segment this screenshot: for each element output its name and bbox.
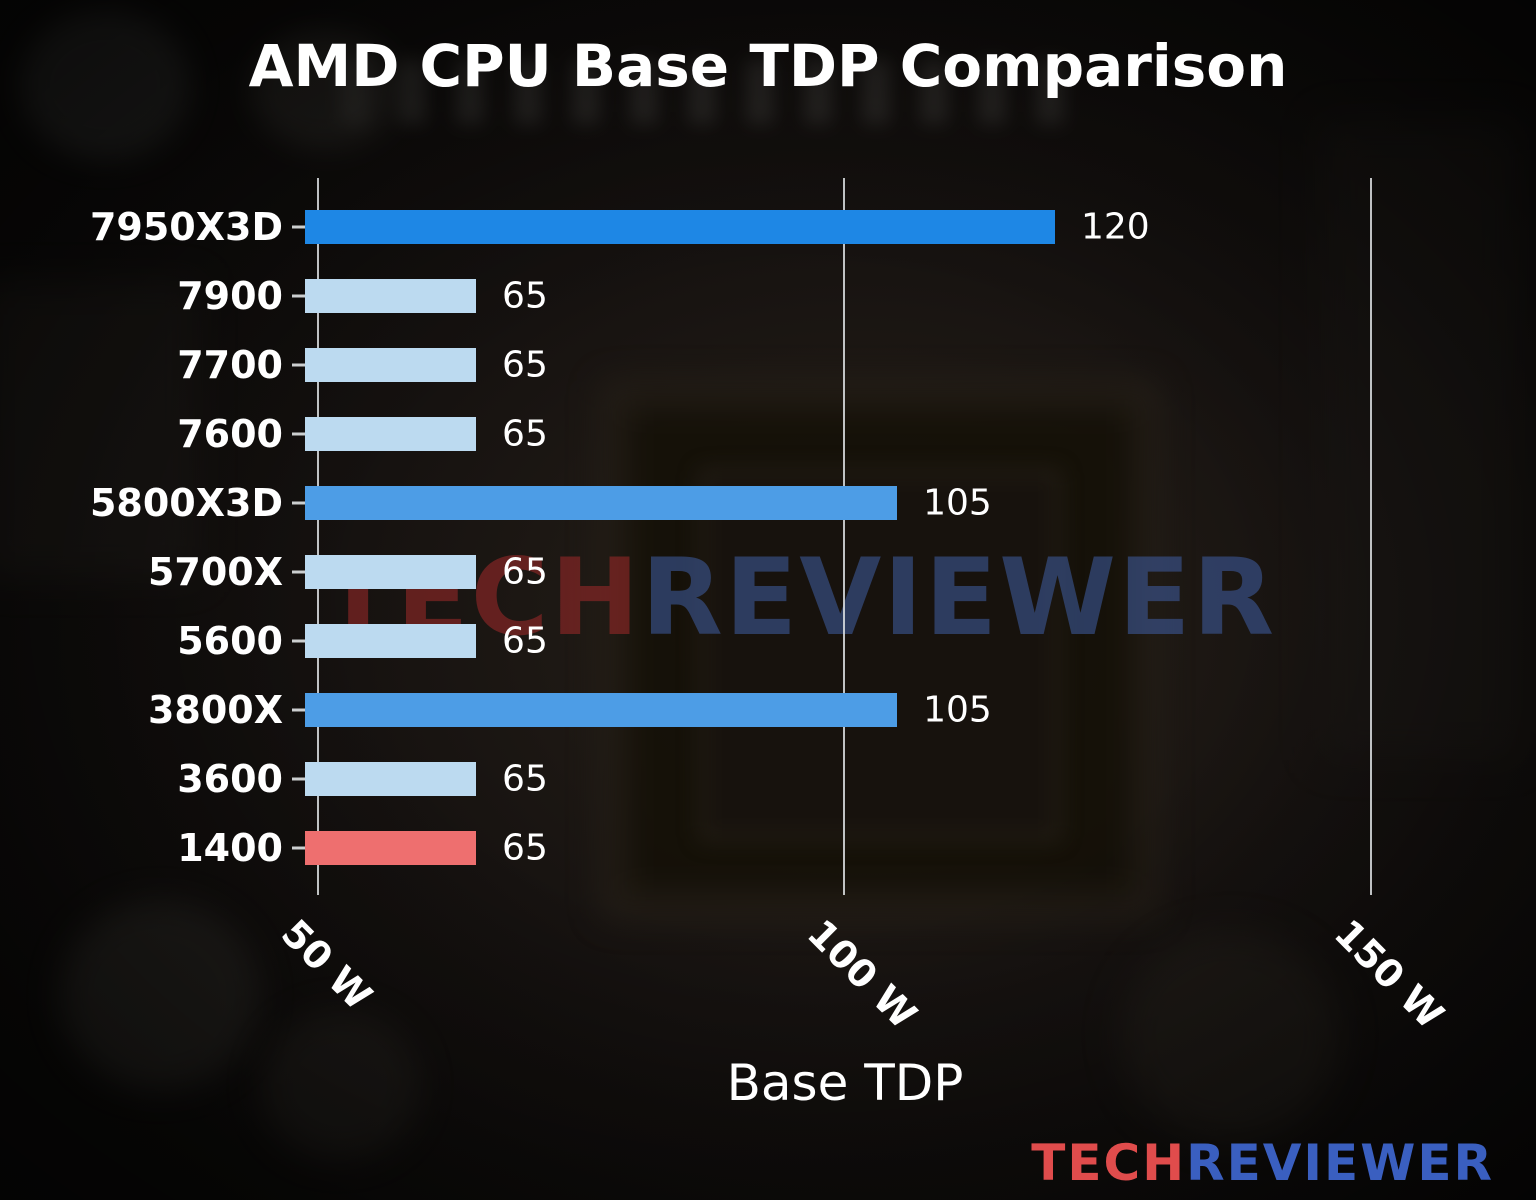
bar-7700: [305, 347, 477, 382]
bar-7900: [305, 278, 477, 313]
y-tick-mark: [292, 294, 305, 297]
watermark-reviewer: REVIEWER: [641, 536, 1277, 659]
brand-logo-reviewer: REVIEWER: [1186, 1134, 1494, 1192]
x-tick-label: 100 W: [799, 911, 926, 1038]
gridline: [317, 178, 320, 895]
x-tick-labels-layer: 50 W 100 W 150 W: [273, 895, 1455, 1055]
y-tick-mark: [292, 432, 305, 435]
category-label: 3600: [177, 756, 283, 801]
y-tick-mark: [292, 639, 305, 642]
category-label: 5700X: [147, 549, 283, 594]
value-label: 120: [1081, 206, 1150, 247]
value-label: 65: [502, 827, 548, 868]
bar-5600: [305, 623, 477, 658]
chart-row: 7900 65: [177, 261, 1455, 330]
bar-7950x3d: [305, 209, 1055, 244]
brand-logo-tech: TECH: [1031, 1134, 1187, 1192]
value-label: 65: [502, 413, 548, 454]
chart-row: 5600 65: [177, 606, 1455, 675]
x-axis-label: Base TDP: [726, 1054, 964, 1112]
chart-row: 3800X 105: [148, 675, 1455, 744]
gridlines-layer: [305, 178, 1455, 895]
chart-row: 7700 65: [177, 330, 1455, 399]
category-label: 7600: [177, 411, 283, 456]
bar-7600: [305, 416, 477, 451]
y-tick-mark: [292, 846, 305, 849]
chart-row: 1400 65: [177, 813, 1455, 882]
y-tick-mark: [292, 501, 305, 504]
category-label: 5800X3D: [89, 480, 283, 525]
value-label: 65: [502, 344, 548, 385]
y-tick-mark: [292, 570, 305, 573]
category-label: 1400: [177, 825, 283, 870]
y-tick-mark: [292, 777, 305, 780]
bar-5800x3d: [305, 485, 898, 520]
bar-3600: [305, 761, 477, 796]
category-label: 7900: [177, 273, 283, 318]
gridline: [1369, 178, 1372, 895]
x-tick-label: 150 W: [1325, 911, 1452, 1038]
category-label: 5600: [177, 618, 283, 663]
bars-layer: 7950X3D 120 7900 65 7700 65 7600 65 5800X3D 105 57…: [90, 192, 1455, 882]
bar-5700x: [305, 554, 477, 589]
y-tick-mark: [292, 225, 305, 228]
chart-row: 5800X3D 105: [90, 468, 1455, 537]
value-label: 105: [923, 482, 992, 523]
gridline: [843, 178, 846, 895]
bar-1400: [305, 830, 477, 865]
bar-3800x: [305, 692, 898, 727]
chart-row: 3600 65: [177, 744, 1455, 813]
chart-row: 7600 65: [177, 399, 1455, 468]
y-tick-mark: [292, 708, 305, 711]
chart-row: 7950X3D 120: [90, 192, 1455, 261]
category-label: 7700: [177, 342, 283, 387]
value-label: 65: [502, 551, 548, 592]
category-label: 7950X3D: [89, 204, 283, 249]
value-label: 65: [502, 275, 548, 316]
category-label: 3800X: [147, 687, 283, 732]
plot-area: 7950X3D 120 7900 65 7700 65 7600 65 5800X3D 105 57…: [90, 178, 1455, 1037]
chart-row: 5700X 65: [148, 537, 1455, 606]
y-tick-mark: [292, 363, 305, 366]
value-label: 105: [923, 689, 992, 730]
brand-logo: TECHREVIEWER: [1031, 1134, 1494, 1192]
value-label: 65: [502, 620, 548, 661]
chart-title: AMD CPU Base TDP Comparison: [248, 32, 1288, 100]
value-label: 65: [502, 758, 548, 799]
